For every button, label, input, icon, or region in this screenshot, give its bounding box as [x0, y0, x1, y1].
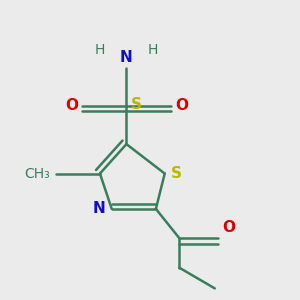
Text: S: S	[171, 166, 182, 181]
Text: N: N	[120, 50, 133, 64]
Text: O: O	[65, 98, 78, 113]
Text: H: H	[95, 43, 105, 57]
Text: O: O	[175, 98, 188, 113]
Text: S: S	[131, 97, 142, 112]
Text: H: H	[148, 43, 158, 57]
Text: O: O	[222, 220, 235, 236]
Text: CH₃: CH₃	[24, 167, 50, 181]
Text: N: N	[93, 201, 106, 216]
